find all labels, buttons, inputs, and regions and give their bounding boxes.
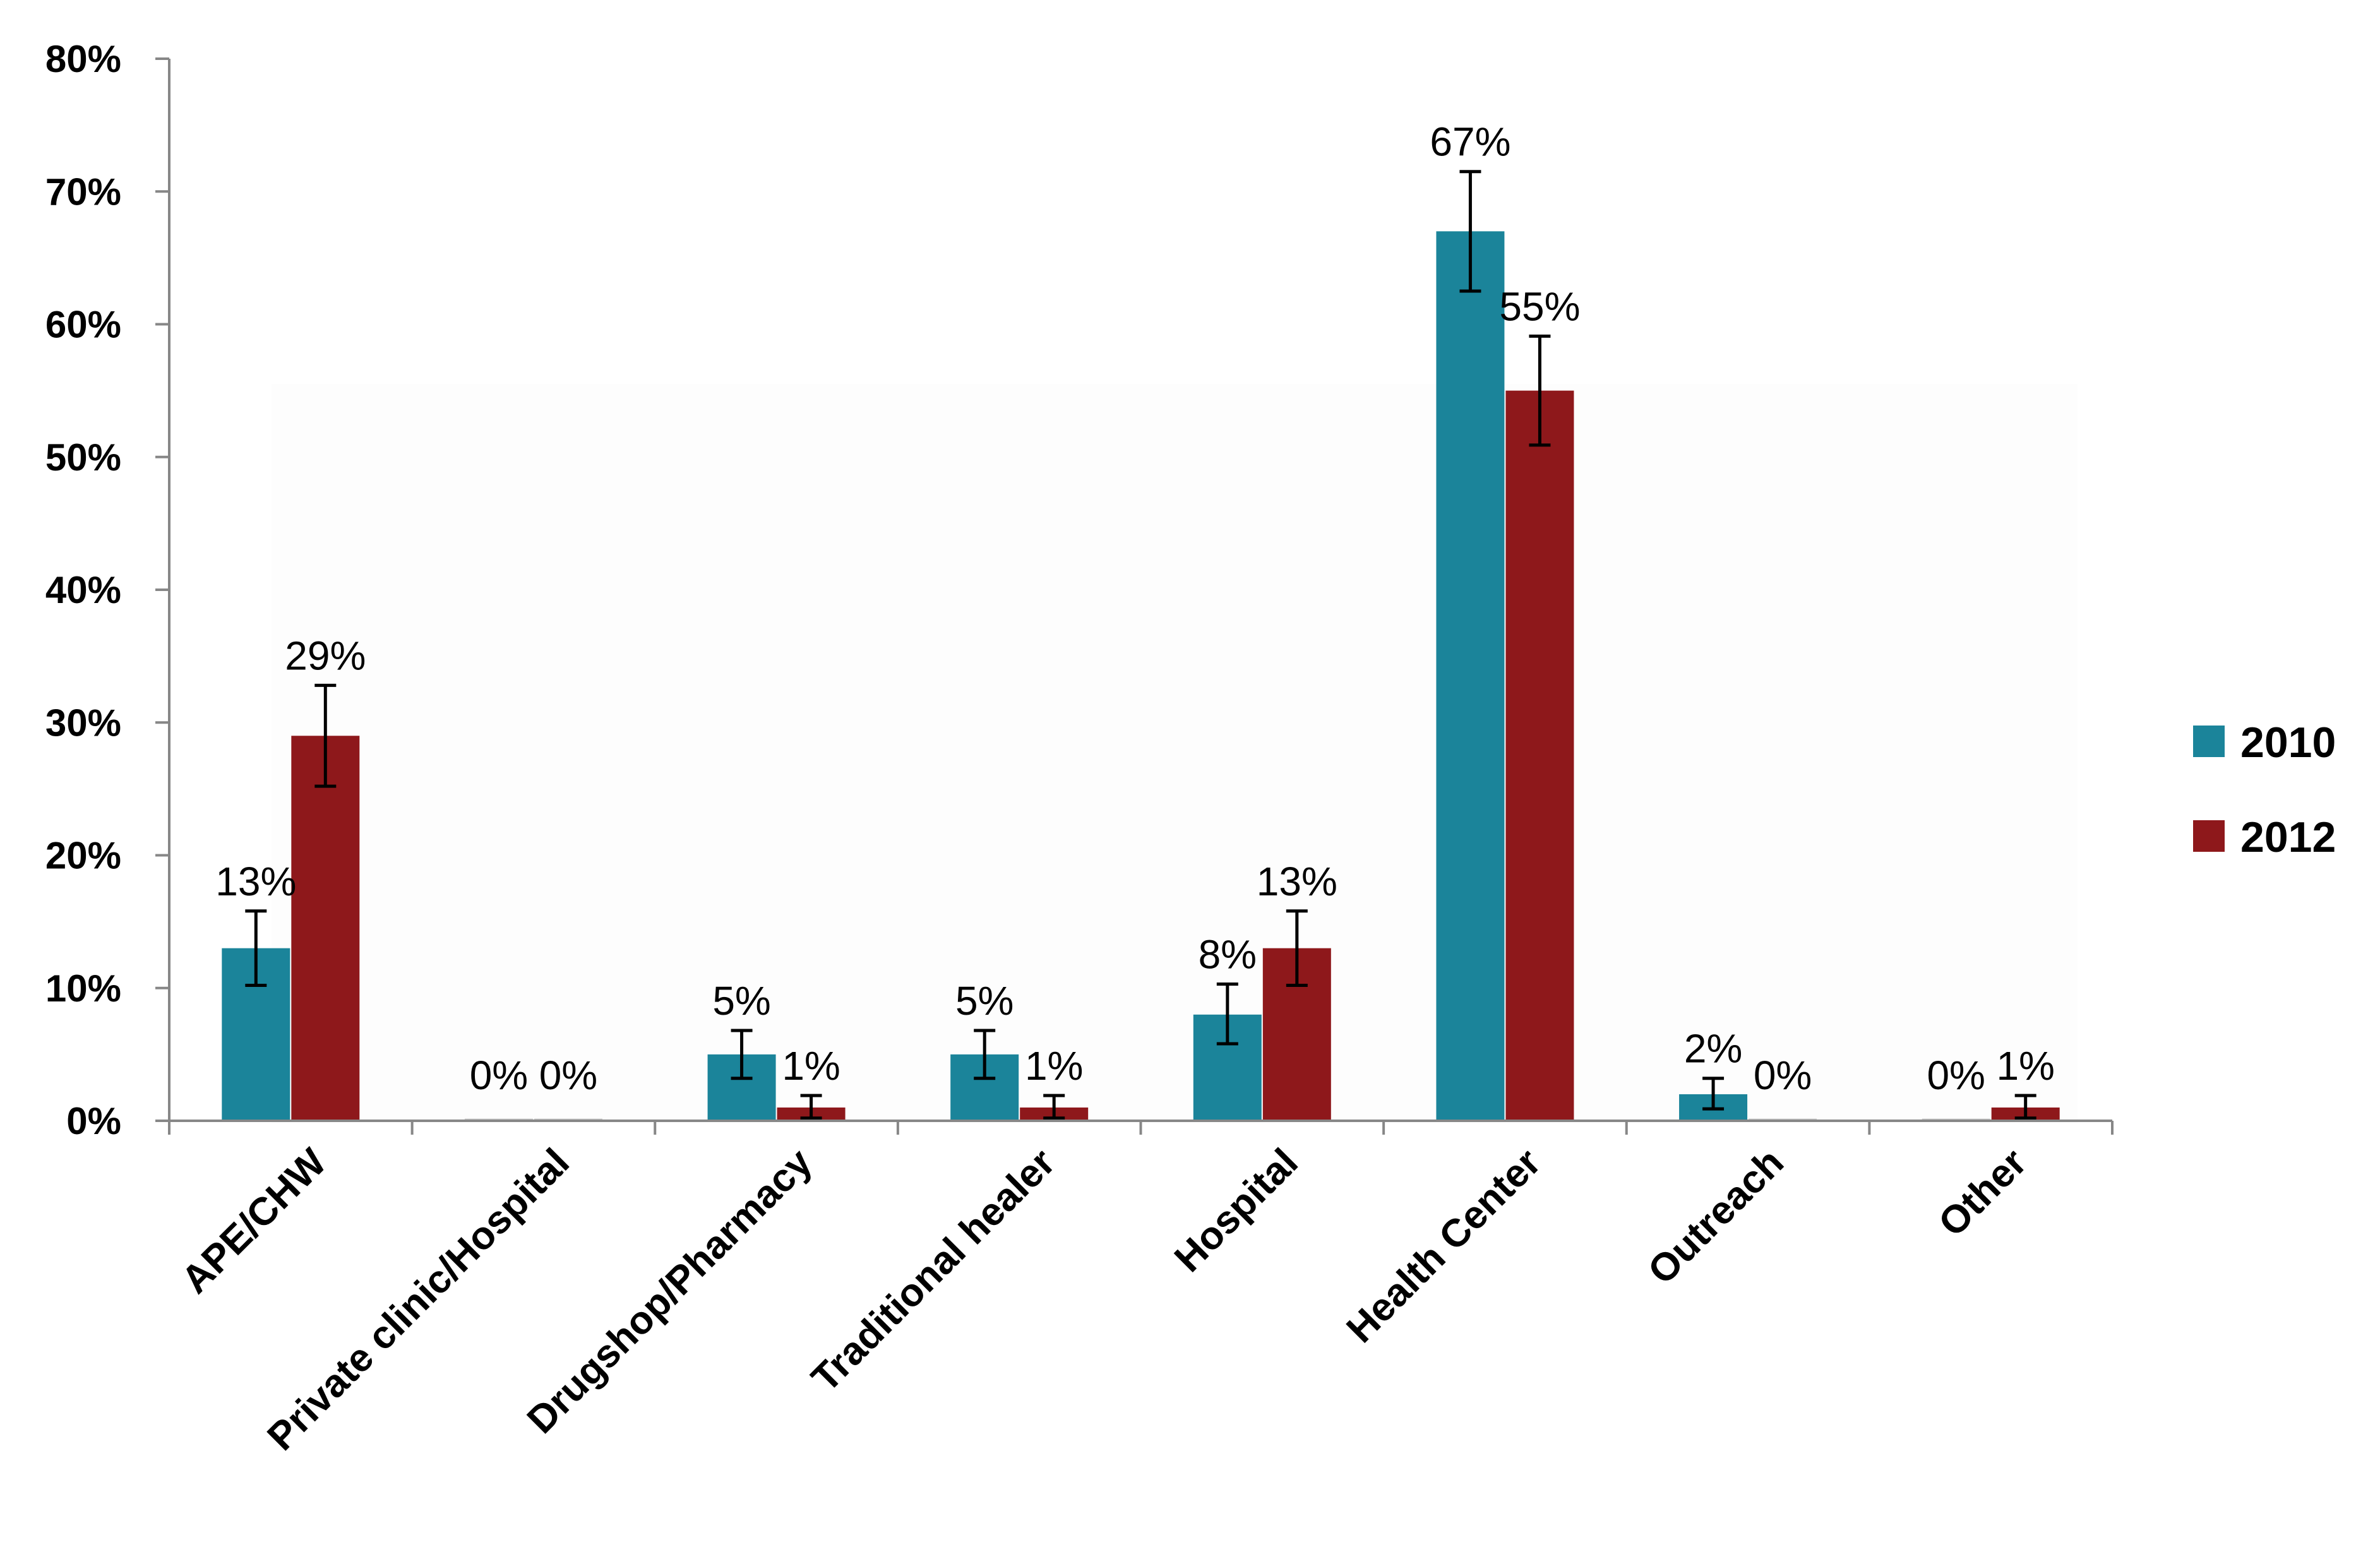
- data-labels-layer: 13%0%5% 5%8%67%2%0%29%0% 1% 1%13%55%0% 1%: [215, 119, 2055, 1098]
- bar: [1505, 390, 1574, 1121]
- plot-area-background: [272, 384, 2078, 1124]
- category-label: Other: [1930, 1140, 2035, 1245]
- y-tick-label: 30%: [45, 702, 121, 744]
- y-tick-label: 50%: [45, 436, 121, 479]
- y-tick-label: 10%: [45, 967, 121, 1010]
- category-label: APE/CHW: [173, 1140, 335, 1302]
- data-label: 13%: [1257, 859, 1337, 904]
- y-tick-label: 60%: [45, 304, 121, 346]
- bar: [1436, 231, 1505, 1121]
- legend-label: 2010: [2240, 719, 2336, 767]
- data-label: 8%: [1199, 931, 1257, 977]
- data-label: 0%: [1754, 1053, 1812, 1098]
- category-label: Hospital: [1166, 1140, 1307, 1281]
- category-label: Drugshop/Pharmacy: [519, 1140, 821, 1442]
- data-label: 0%: [539, 1053, 598, 1098]
- category-label: Traditional healer: [803, 1140, 1063, 1401]
- data-label: 55%: [1499, 284, 1580, 329]
- y-tick-label: 0%: [66, 1100, 121, 1142]
- legend: 2010 2012: [2193, 719, 2336, 861]
- data-label: 1%: [782, 1043, 840, 1089]
- data-label: 1%: [1025, 1043, 1084, 1089]
- data-label: 0%: [1927, 1053, 1985, 1098]
- data-label: 13%: [215, 859, 296, 904]
- category-label: Health Center: [1339, 1140, 1550, 1351]
- legend-label: 2012: [2240, 813, 2336, 861]
- data-label: 29%: [285, 633, 366, 678]
- data-label: 0%: [470, 1053, 529, 1098]
- y-tick-label: 80%: [45, 38, 121, 80]
- category-label: Outreach: [1640, 1140, 1792, 1293]
- legend-swatch: [2193, 820, 2225, 852]
- error-bars-layer: [245, 170, 2036, 1120]
- data-label: 2%: [1684, 1026, 1743, 1072]
- data-label: 5%: [712, 978, 771, 1024]
- legend-swatch: [2193, 726, 2225, 757]
- data-label: 1%: [1996, 1043, 2055, 1089]
- bar: [291, 736, 360, 1121]
- y-tick-label: 20%: [45, 835, 121, 877]
- data-label: 67%: [1430, 119, 1510, 165]
- y-tick-label: 70%: [45, 170, 121, 213]
- y-tick-label: 40%: [45, 569, 121, 611]
- data-label: 5%: [955, 978, 1014, 1024]
